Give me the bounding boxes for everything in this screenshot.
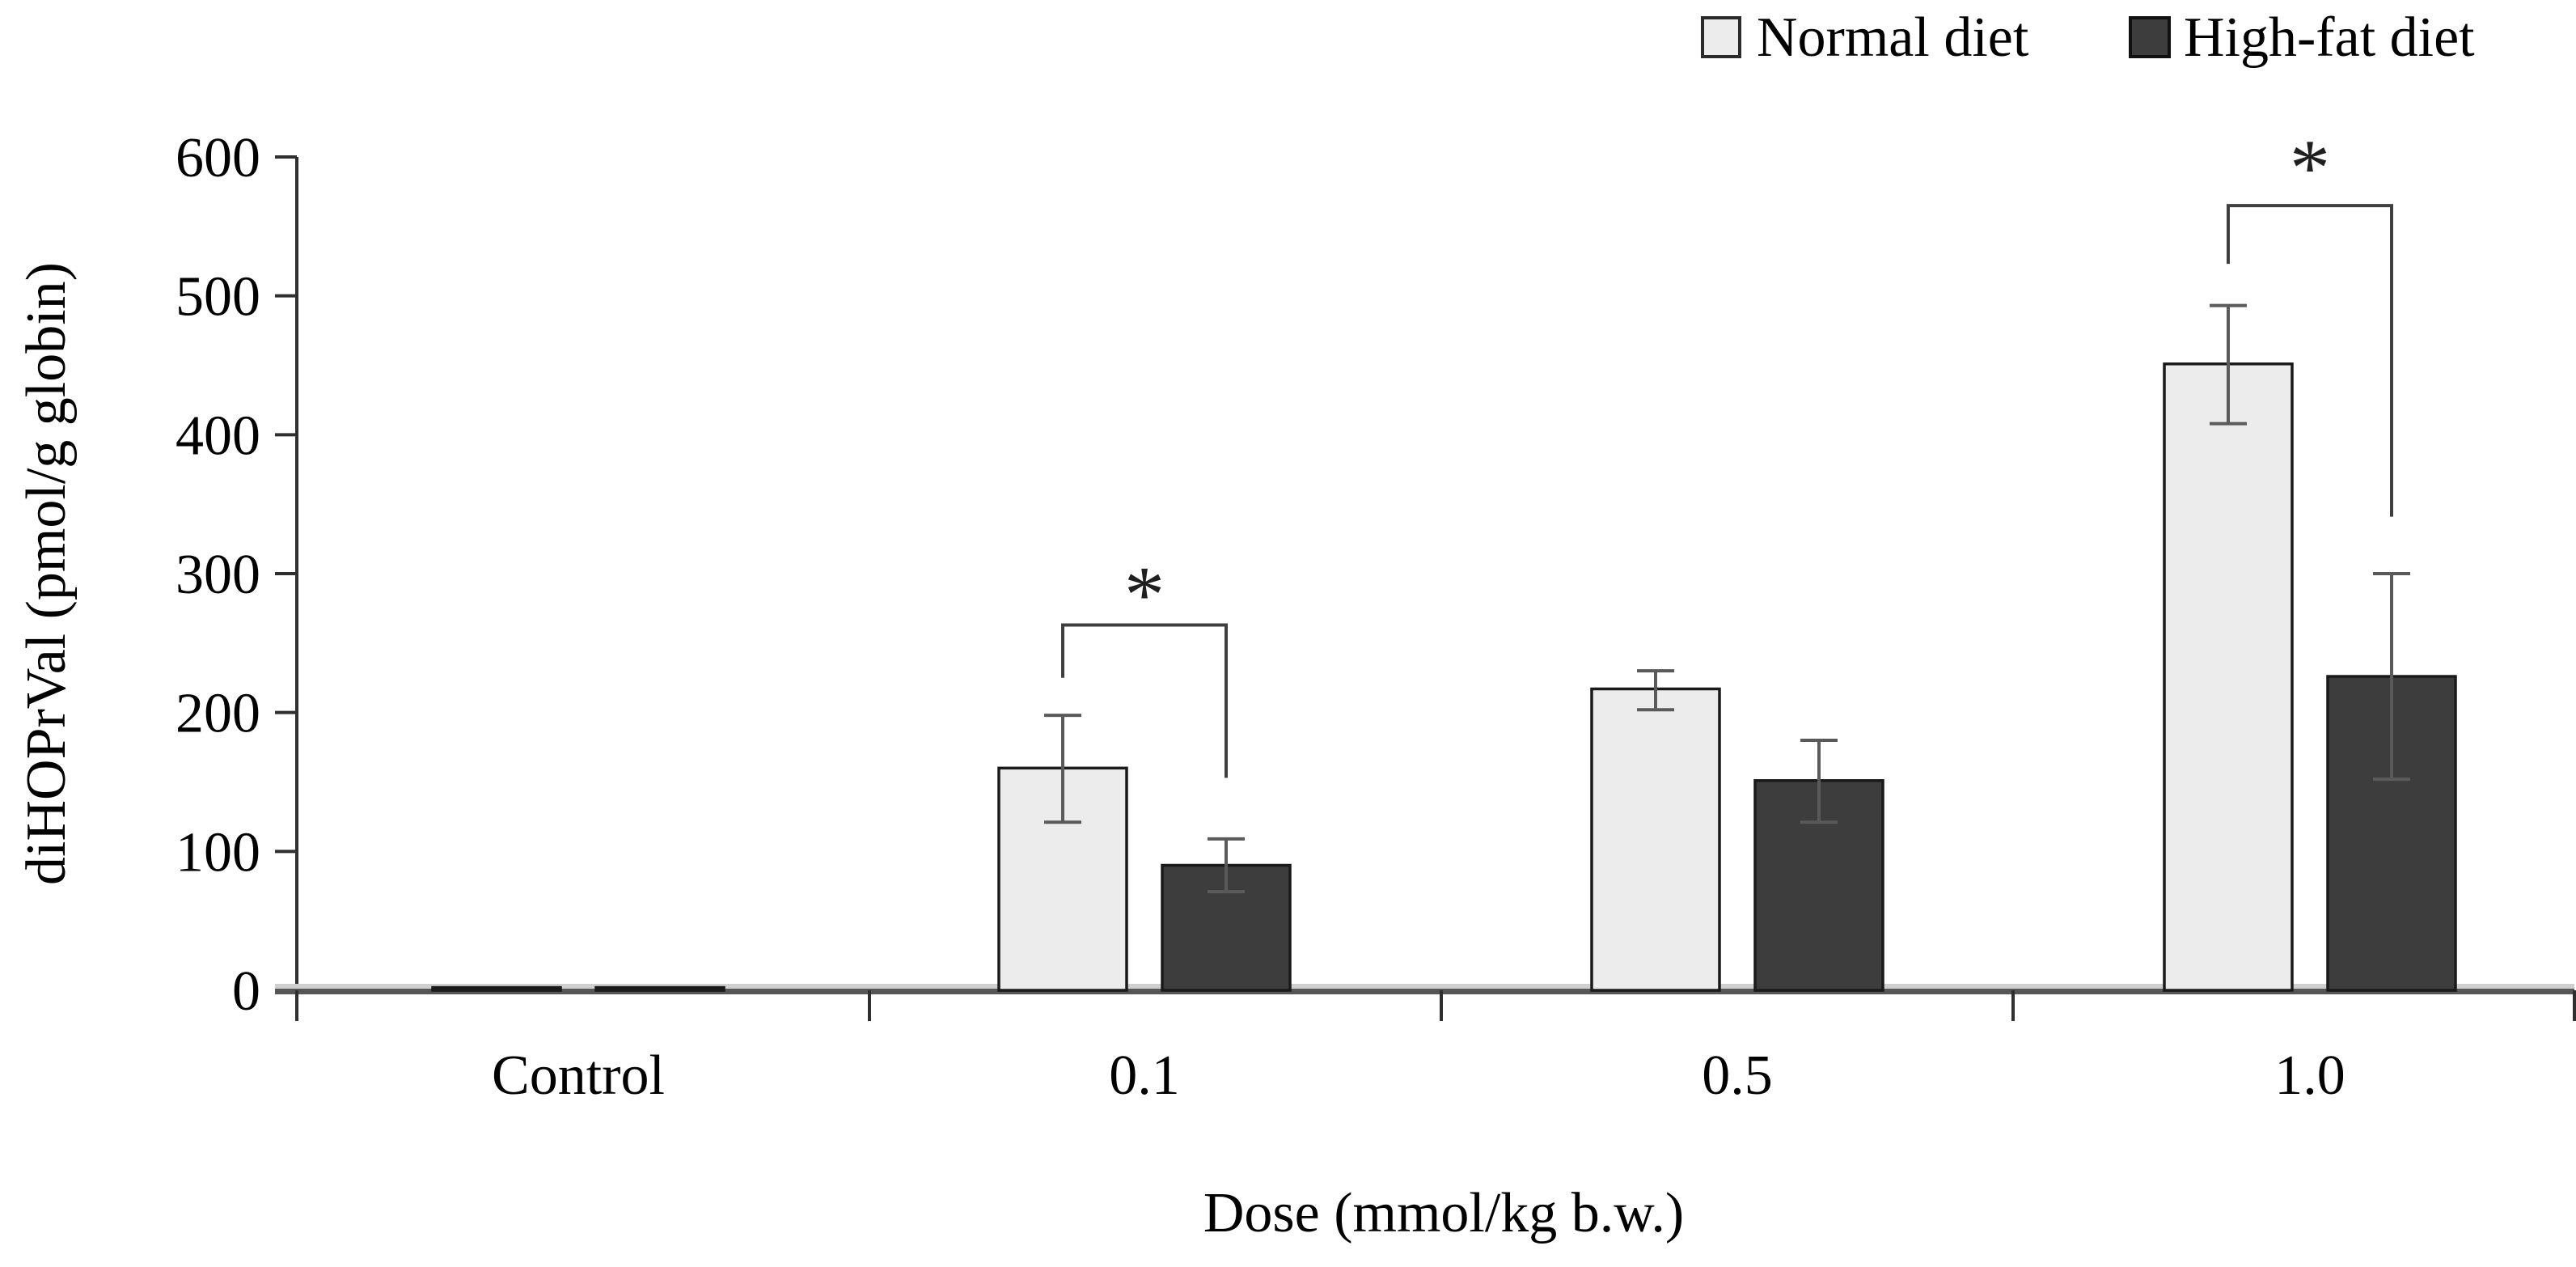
plot-area: 0 100 200 300 400 500 600 * * Control 0.1 0.5 1.0 <box>176 123 2576 1107</box>
significance-asterisk: * <box>1124 549 1165 639</box>
y-tick-label: 0 <box>232 960 260 1023</box>
legend-swatch-high-fat-diet <box>2129 16 2171 58</box>
y-tick-label: 200 <box>176 683 260 745</box>
y-tick-label: 100 <box>176 821 260 884</box>
legend-label-normal-diet: Normal diet <box>1757 6 2029 69</box>
x-tick-label-1.0: 1.0 <box>2274 1045 2345 1107</box>
bar-normal-diet-control <box>431 985 562 992</box>
x-tick-label-0.5: 0.5 <box>1702 1045 1773 1107</box>
y-axis-title: diHOPrVal (pmol/g globin) <box>15 262 78 885</box>
x-tick-label-control: Control <box>492 1045 665 1107</box>
legend-swatch-normal-diet <box>1701 16 1741 58</box>
y-tick-label: 400 <box>176 405 260 467</box>
x-axis-line <box>275 989 2574 994</box>
x-axis-title: Dose (mmol/kg b.w.) <box>1203 1182 1684 1244</box>
bar-normal-diet-1.0 <box>2163 362 2294 992</box>
bar-high-fat-diet-control <box>594 985 725 992</box>
y-tick-label: 300 <box>176 544 260 606</box>
y-tick-label: 600 <box>176 127 260 189</box>
legend-label-high-fat-diet: High-fat diet <box>2184 6 2475 69</box>
x-tick-label-0.1: 0.1 <box>1109 1045 1180 1107</box>
bar-normal-diet-0.5 <box>1590 687 1721 992</box>
significance-asterisk: * <box>2290 123 2330 213</box>
significance-bracket <box>2227 204 2393 517</box>
legend: Normal diet High-fat diet <box>1701 6 2475 69</box>
significance-bracket <box>1061 623 1228 778</box>
y-tick-label: 500 <box>176 266 260 328</box>
x-axis-line-highlight <box>275 984 2574 989</box>
